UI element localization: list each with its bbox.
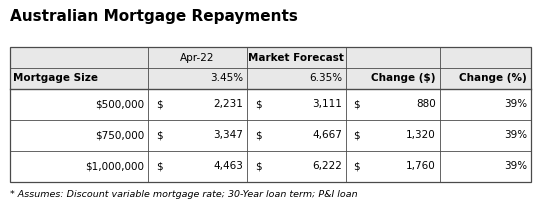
Text: Change ($): Change ($) xyxy=(371,74,436,84)
Text: 880: 880 xyxy=(416,99,436,109)
Text: $: $ xyxy=(354,99,360,109)
Text: Australian Mortgage Repayments: Australian Mortgage Repayments xyxy=(10,9,298,24)
Text: $750,000: $750,000 xyxy=(95,130,144,140)
Bar xyxy=(10,47,531,182)
Text: 3,347: 3,347 xyxy=(213,130,243,140)
Text: 3.45%: 3.45% xyxy=(210,74,243,84)
Text: $1,000,000: $1,000,000 xyxy=(85,161,144,171)
Text: $: $ xyxy=(354,161,360,171)
Text: $: $ xyxy=(255,130,261,140)
Text: 6.35%: 6.35% xyxy=(309,74,342,84)
Bar xyxy=(10,120,531,151)
Bar xyxy=(10,89,531,120)
Bar xyxy=(10,151,531,182)
Text: Mortgage Size: Mortgage Size xyxy=(13,74,99,84)
Text: $: $ xyxy=(156,99,162,109)
Text: 2,231: 2,231 xyxy=(213,99,243,109)
Text: Change (%): Change (%) xyxy=(459,74,527,84)
Text: $: $ xyxy=(156,130,162,140)
Text: $: $ xyxy=(255,161,261,171)
Text: 39%: 39% xyxy=(504,130,527,140)
Bar xyxy=(10,47,531,68)
Text: 4,667: 4,667 xyxy=(312,130,342,140)
Text: $: $ xyxy=(255,99,261,109)
Text: 1,760: 1,760 xyxy=(406,161,436,171)
Bar xyxy=(10,68,531,89)
Text: 39%: 39% xyxy=(504,161,527,171)
Text: 3,111: 3,111 xyxy=(312,99,342,109)
Text: $: $ xyxy=(156,161,162,171)
Text: Market Forecast: Market Forecast xyxy=(248,53,344,63)
Text: 1,320: 1,320 xyxy=(406,130,436,140)
Text: $500,000: $500,000 xyxy=(95,99,144,109)
Text: 4,463: 4,463 xyxy=(213,161,243,171)
Text: Apr-22: Apr-22 xyxy=(180,53,215,63)
Text: 39%: 39% xyxy=(504,99,527,109)
Text: $: $ xyxy=(354,130,360,140)
Text: * Assumes: Discount variable mortgage rate; 30-Year loan term; P&I loan: * Assumes: Discount variable mortgage ra… xyxy=(10,190,357,199)
Text: 6,222: 6,222 xyxy=(312,161,342,171)
